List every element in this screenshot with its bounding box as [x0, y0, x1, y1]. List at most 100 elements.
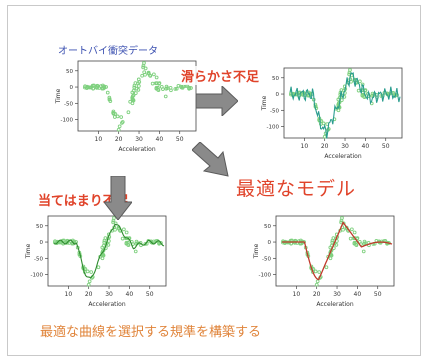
plot-raw-data: 10 20 30 40 50 50 0 -50 -100 Acceleration Time	[52, 55, 202, 155]
data-point	[86, 85, 90, 90]
x-tick-label: 10	[293, 291, 301, 298]
plot-svg: 10 20 30 40 50 50 0 -50 -100 Acceleration Time	[253, 215, 395, 308]
data-point	[85, 269, 90, 274]
y-tick-label: -50	[270, 108, 279, 114]
data-point	[137, 84, 141, 88]
x-tick-label: 40	[362, 143, 370, 150]
data-point	[111, 111, 116, 116]
x-axis-label: Acceleration	[88, 301, 125, 308]
x-axis-label: Acceleration	[316, 301, 353, 308]
data-point	[362, 239, 367, 244]
data-point	[361, 249, 366, 254]
data-point	[168, 86, 173, 90]
y-tick-label: 0	[70, 85, 74, 91]
x-tick-label: 10	[95, 136, 103, 143]
data-point	[187, 85, 192, 90]
y-axis-label: Time	[261, 95, 268, 111]
footer-criterion-note: 最適な曲線を選択する規準を構築する	[40, 325, 262, 340]
data-point	[105, 90, 110, 95]
arrow-diagonal-icon	[192, 142, 229, 177]
slide-title: オートバイ衝突データ	[58, 46, 158, 57]
data-point	[336, 108, 341, 113]
x-tick-label: 50	[374, 291, 382, 298]
data-point	[103, 236, 108, 240]
data-point	[321, 121, 326, 126]
data-point	[174, 86, 179, 91]
x-tick-label: 10	[301, 143, 309, 150]
fitted-curve	[289, 72, 401, 139]
y-tick-label: 0	[268, 240, 272, 246]
plot-svg: 10 20 30 40 50 50 0 -50 -100 Acceleration Time	[25, 215, 167, 308]
data-point	[148, 73, 152, 78]
x-tick-label: 20	[321, 143, 329, 150]
data-point	[87, 279, 92, 284]
data-point	[107, 95, 112, 100]
data-point	[153, 81, 158, 86]
data-point	[134, 86, 139, 91]
data-point	[131, 93, 136, 98]
data-point	[87, 85, 92, 90]
x-tick-label: 50	[146, 291, 154, 298]
fitted-curve	[282, 221, 393, 281]
x-axis-label: Acceleration	[118, 146, 155, 153]
data-point	[152, 72, 156, 77]
data-point	[130, 97, 135, 101]
y-tick-label: -100	[61, 118, 74, 124]
data-point	[377, 239, 381, 244]
data-point	[348, 68, 352, 72]
data-point	[133, 249, 138, 254]
data-point	[317, 270, 322, 274]
y-axis-label: Time	[25, 243, 32, 259]
y-tick-label: -50	[64, 101, 73, 107]
data-point	[352, 240, 357, 245]
data-point	[117, 124, 122, 129]
data-point	[156, 88, 161, 92]
x-tick-label: 30	[105, 291, 113, 298]
data-point	[95, 83, 100, 88]
plot-frame	[275, 215, 395, 287]
data-point	[339, 98, 344, 102]
fitted-curve	[53, 223, 165, 279]
data-point	[120, 121, 124, 125]
x-tick-label: 40	[354, 291, 362, 298]
data-point	[328, 256, 333, 261]
data-point	[100, 256, 105, 261]
data-point	[164, 84, 169, 89]
data-point	[101, 243, 106, 248]
data-point	[115, 114, 120, 119]
data-point	[161, 87, 165, 91]
y-tick-label: 0	[40, 240, 44, 246]
data-point	[142, 61, 146, 65]
x-axis-label: Acceleration	[324, 153, 361, 160]
note-insufficient-smoothness: 滑らかさ不足	[181, 66, 260, 85]
y-tick-label: 0	[276, 92, 280, 98]
data-point	[140, 73, 144, 78]
y-tick-label: 50	[272, 76, 279, 82]
data-point	[340, 216, 344, 220]
data-point	[143, 242, 148, 246]
data-point	[189, 86, 193, 90]
y-tick-label: 50	[66, 69, 73, 75]
data-point	[164, 86, 169, 91]
x-tick-label: 20	[313, 291, 321, 298]
plot-frame	[283, 67, 403, 139]
plot-frame	[47, 215, 167, 287]
x-tick-label: 50	[382, 143, 390, 150]
plot-underfit: 10 20 30 40 50 50 0 -50 -100 Acceleration Time	[22, 210, 172, 310]
data-point	[124, 230, 129, 235]
data-point	[116, 127, 121, 132]
data-point	[122, 227, 126, 232]
data-point	[112, 216, 116, 220]
data-point	[126, 243, 131, 247]
data-point	[149, 239, 153, 244]
plot-optimal: 10 20 30 40 50 50 0 -50 -100 Acceleration Time	[250, 210, 400, 310]
data-point	[57, 240, 62, 245]
data-point	[331, 236, 336, 240]
data-point	[358, 79, 362, 84]
data-point	[314, 282, 319, 287]
data-point	[154, 85, 159, 90]
data-point	[111, 109, 116, 114]
y-tick-label: -100	[31, 273, 44, 279]
data-point	[141, 65, 145, 70]
data-point	[96, 265, 101, 270]
